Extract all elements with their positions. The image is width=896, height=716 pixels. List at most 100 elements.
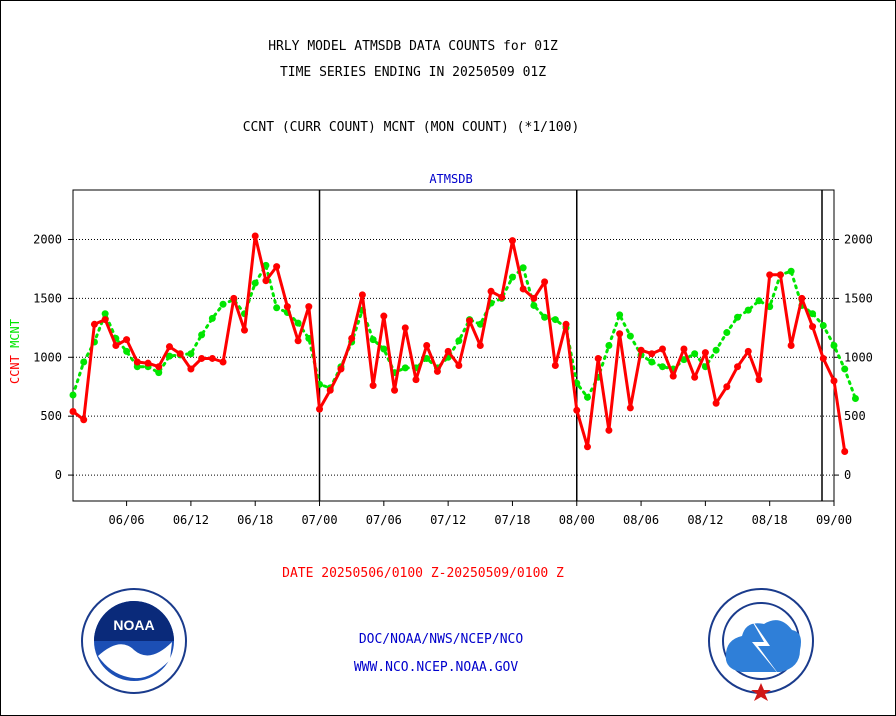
series-mcnt-point — [198, 331, 206, 339]
series-mcnt-point — [369, 336, 377, 344]
y-tick-label-right: 0 — [844, 468, 851, 482]
date-range: DATE 20250506/0100 Z-20250509/0100 Z — [282, 566, 564, 581]
x-tick-label: 06/12 — [173, 513, 209, 527]
series-ccnt-point — [734, 363, 742, 371]
series-mcnt-point — [294, 319, 302, 327]
series-ccnt-point — [219, 358, 227, 366]
series-ccnt-point — [380, 312, 388, 320]
x-tick-label: 07/18 — [494, 513, 530, 527]
series-mcnt-point — [691, 350, 699, 358]
y-axis-label-ccnt: CCNT — [8, 348, 22, 384]
y-tick-label-left: 1500 — [33, 291, 62, 305]
series-ccnt-point — [294, 337, 302, 345]
series-mcnt-point — [519, 264, 527, 272]
plot-title: ATMSDB — [429, 172, 473, 186]
series-ccnt-point — [830, 377, 838, 385]
series-ccnt-point — [305, 303, 313, 311]
series-ccnt-point — [423, 342, 431, 349]
series-ccnt-point — [80, 416, 88, 424]
series-ccnt-point — [133, 358, 141, 366]
series-ccnt-point — [530, 294, 538, 302]
series-ccnt-point — [412, 376, 420, 384]
x-tick-label: 08/18 — [752, 513, 788, 527]
series-mcnt-point — [123, 347, 131, 355]
series-ccnt-point — [776, 271, 784, 279]
series-ccnt-point — [433, 367, 441, 375]
x-tick-label: 07/12 — [430, 513, 466, 527]
series-mcnt-point — [734, 313, 742, 321]
series-ccnt-point — [798, 294, 806, 302]
series-mcnt-point — [476, 320, 484, 328]
series-ccnt-point — [508, 237, 516, 245]
x-tick-label: 07/00 — [301, 513, 337, 527]
series-ccnt-point — [562, 320, 570, 328]
series-mcnt-point — [219, 300, 227, 308]
series-ccnt-point — [691, 373, 699, 381]
series-ccnt-point — [273, 263, 281, 271]
series-ccnt-point — [498, 293, 506, 301]
series-ccnt-point — [819, 354, 827, 362]
y-tick-label-right: 500 — [844, 409, 866, 423]
series-ccnt-point — [240, 326, 248, 334]
series-mcnt-point — [401, 364, 409, 372]
x-tick-label: 07/06 — [366, 513, 402, 527]
series-mcnt-point — [648, 358, 656, 366]
series-ccnt-point — [541, 278, 549, 286]
series-mcnt-point — [605, 342, 613, 349]
y-axis-label: CCNT MCNT — [8, 319, 22, 384]
x-tick-label: 08/06 — [623, 513, 659, 527]
series-ccnt-point — [594, 354, 602, 362]
series-mcnt-point — [712, 346, 720, 354]
series-mcnt-point — [583, 393, 591, 401]
x-tick-label: 08/00 — [559, 513, 595, 527]
chart-title-line2: TIME SERIES ENDING IN 20250509 01Z — [279, 65, 547, 80]
y-tick-label-left: 2000 — [33, 232, 62, 246]
series-ccnt-point — [466, 317, 474, 325]
series-ccnt-point — [616, 330, 624, 338]
series-mcnt-point — [723, 329, 731, 337]
series-ccnt-point — [369, 382, 377, 390]
series-mcnt-point — [659, 363, 667, 371]
series-ccnt-point — [712, 399, 720, 407]
series-mcnt-point — [787, 267, 795, 275]
series-mcnt-point — [755, 297, 763, 305]
series-ccnt-point — [176, 350, 184, 358]
series-mcnt-line — [71, 261, 857, 401]
series-mcnt-point — [541, 313, 549, 321]
series-mcnt-point — [273, 304, 281, 312]
series-ccnt-point — [326, 386, 334, 394]
series-ccnt-point — [123, 336, 131, 344]
series-mcnt-point — [744, 306, 752, 314]
series-ccnt-point — [401, 324, 409, 332]
series-mcnt-point — [819, 321, 827, 329]
series-ccnt-point — [476, 342, 484, 349]
series-ccnt-point — [626, 404, 634, 412]
series-ccnt-point — [251, 232, 259, 240]
website-link[interactable]: WWW.NCO.NCEP.NOAA.GOV — [353, 660, 519, 675]
series-ccnt-point — [348, 334, 356, 342]
series-ccnt-point — [551, 362, 559, 370]
series-mcnt-point — [841, 365, 849, 373]
series-ccnt-point — [358, 291, 366, 299]
series-ccnt-point — [744, 347, 752, 355]
x-tick-label: 08/12 — [687, 513, 723, 527]
series-mcnt-point — [551, 316, 559, 324]
y-axis-label-mcnt: MCNT — [8, 319, 22, 348]
series-ccnt-point — [637, 346, 645, 354]
series-ccnt-point — [605, 426, 613, 434]
series-ccnt-point — [90, 320, 98, 328]
series-mcnt-point — [616, 311, 624, 319]
series-ccnt-point — [391, 386, 399, 394]
x-tick-label: 06/18 — [237, 513, 273, 527]
series-ccnt-point — [573, 406, 581, 414]
series-mcnt-point — [101, 310, 109, 318]
y-tick-label-left: 0 — [55, 468, 62, 482]
x-tick-label: 09/00 — [816, 513, 852, 527]
series-ccnt-point — [787, 342, 795, 349]
series-ccnt-point — [208, 354, 216, 362]
series-ccnt-point — [112, 342, 120, 349]
series-mcnt-point — [165, 352, 173, 360]
series-ccnt-point — [659, 345, 667, 353]
y-tick-label-right: 1000 — [844, 350, 873, 364]
